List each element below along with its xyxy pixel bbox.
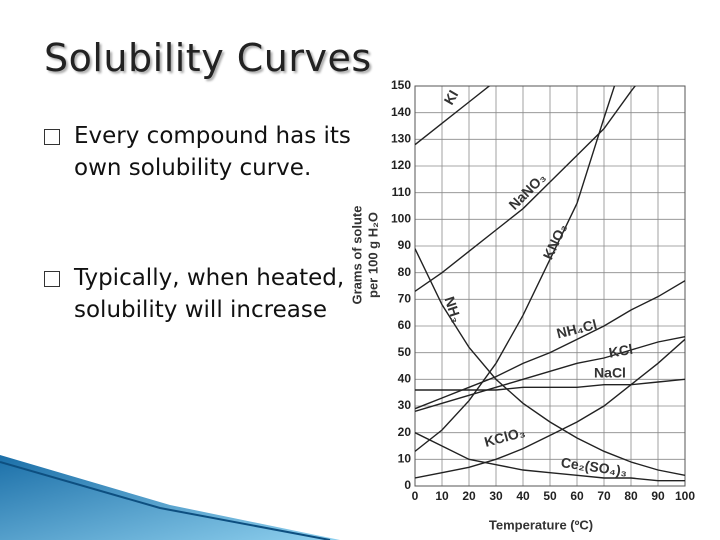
y-tick-label: 40 — [398, 372, 412, 386]
solubility-curve — [415, 86, 616, 452]
y-tick-label: 30 — [398, 398, 412, 412]
curves — [415, 86, 685, 482]
x-tick-label: 70 — [597, 489, 611, 503]
plot-frame — [414, 85, 686, 487]
curve-label: KI — [440, 87, 461, 107]
x-axis-label: Temperature (ºC) — [489, 517, 593, 532]
x-tick-label: 0 — [412, 489, 419, 503]
curve-label: KCl — [608, 341, 635, 361]
bullet-text: Every compound has its own solubility cu… — [74, 123, 351, 181]
x-tick-label: 90 — [651, 489, 665, 503]
x-tick-label: 30 — [489, 489, 503, 503]
x-tick-label: 10 — [435, 489, 449, 503]
solubility-curve — [415, 280, 685, 410]
x-tick-label: 80 — [624, 489, 638, 503]
y-tick-label: 90 — [398, 238, 412, 252]
solubility-curve — [415, 86, 637, 292]
chart-bg — [340, 75, 720, 540]
y-tick-label: 130 — [391, 132, 411, 146]
curve-label: NH₃ — [441, 294, 464, 324]
y-tick-label: 120 — [391, 158, 411, 172]
y-tick-label: 150 — [391, 78, 411, 92]
y-tick-label: 60 — [398, 318, 412, 332]
x-tick-label: 60 — [570, 489, 584, 503]
y-tick-label: 70 — [398, 292, 412, 306]
y-tick-label: 10 — [398, 452, 412, 466]
decor-wedge — [0, 455, 340, 540]
y-tick-label: 20 — [398, 425, 412, 439]
solubility-curve — [415, 378, 685, 391]
y-tick-label: 50 — [398, 345, 412, 359]
slide-title: Solubility Curves — [44, 36, 372, 80]
y-axis-label: Grams of solute — [349, 206, 364, 305]
solubility-curve — [415, 432, 685, 482]
x-tick-label: 40 — [516, 489, 530, 503]
bullet-box — [44, 271, 60, 287]
bullet: Typically, when heated, solubility will … — [44, 262, 352, 326]
solubility-curve — [415, 248, 685, 477]
solubility-curve — [415, 86, 491, 146]
x-tick-label: 100 — [675, 489, 695, 503]
x-tick-label: 20 — [462, 489, 476, 503]
y-tick-label: 140 — [391, 105, 411, 119]
y-tick-label: 100 — [391, 212, 411, 226]
y-tick-label: 80 — [398, 265, 412, 279]
y-tick-label: 0 — [404, 478, 411, 492]
decor-line — [0, 461, 331, 540]
solubility-curve — [415, 335, 685, 413]
y-axis-label: per 100 g H₂O — [365, 212, 380, 298]
solubility-curve — [415, 338, 685, 479]
curve-label: NaCl — [594, 365, 626, 381]
bullet-box — [44, 129, 60, 145]
bullet-text: Typically, when heated, solubility will … — [74, 265, 345, 323]
bullet: Every compound has its own solubility cu… — [44, 120, 352, 184]
x-tick-label: 50 — [543, 489, 557, 503]
y-tick-label: 110 — [392, 185, 412, 199]
